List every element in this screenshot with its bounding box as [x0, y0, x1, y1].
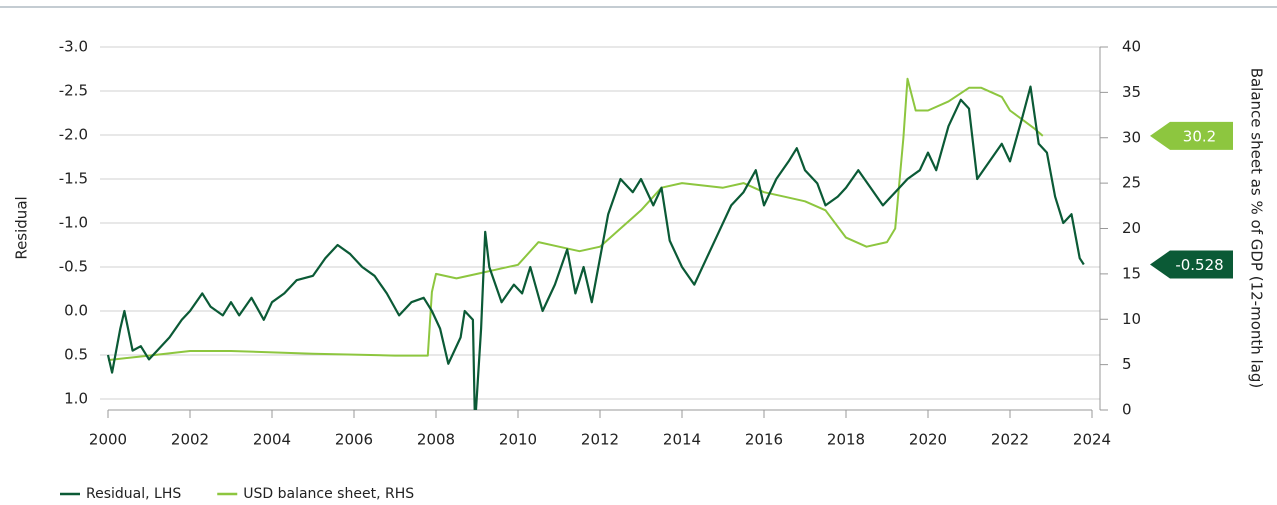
y-tick-label: -1.5 — [59, 170, 88, 188]
x-tick-label: 2002 — [171, 431, 209, 449]
y2-tick-label: 35 — [1122, 83, 1141, 101]
callout-label: -0.528 — [1175, 256, 1223, 274]
x-tick-label: 2014 — [663, 431, 701, 449]
y2-tick-label: 10 — [1122, 310, 1141, 328]
plot-area — [106, 77, 1085, 410]
y-tick-label: -2.0 — [59, 126, 88, 144]
y-tick-label: -3.0 — [59, 38, 88, 56]
x-tick-label: 2012 — [581, 431, 619, 449]
x-tick-label: 2018 — [827, 431, 865, 449]
legend-label: Residual, LHS — [86, 486, 181, 502]
callout-box — [1150, 250, 1233, 279]
y-tick-label: -1.0 — [59, 214, 88, 232]
y2-tick-label: 15 — [1122, 264, 1141, 282]
y-tick-label: 1.0 — [64, 390, 88, 408]
x-tick-label: 2022 — [991, 431, 1029, 449]
x-tick-label: 2008 — [417, 431, 455, 449]
callout-box — [1150, 121, 1233, 150]
y2-tick-label: 30 — [1122, 128, 1141, 146]
y2-tick-label: 0 — [1122, 401, 1132, 419]
x-tick-label: 2024 — [1073, 431, 1111, 449]
series-line — [106, 85, 1085, 410]
y-tick-label: 0.5 — [64, 346, 88, 364]
y-tick-label: -0.5 — [59, 258, 88, 276]
x-tick-label: 2016 — [745, 431, 783, 449]
x-tick-label: 2010 — [499, 431, 537, 449]
callout-label: 30.2 — [1183, 127, 1216, 145]
x-tick-label: 2006 — [335, 431, 373, 449]
x-tick-label: 2004 — [253, 431, 291, 449]
y-axis-label: Residual — [13, 196, 31, 259]
y2-axis-label: Balance sheet as % of GDP (12-month lag) — [1248, 68, 1266, 389]
y2-tick-label: 20 — [1122, 219, 1141, 237]
y-tick-label: 0.0 — [64, 302, 88, 320]
y2-tick-label: 25 — [1122, 174, 1141, 192]
y-tick-label: -2.5 — [59, 82, 88, 100]
y2-tick-label: 40 — [1122, 38, 1141, 56]
x-tick-label: 2000 — [89, 431, 127, 449]
legend-label: USD balance sheet, RHS — [243, 486, 414, 502]
y2-tick-label: 5 — [1122, 355, 1132, 373]
x-tick-label: 2020 — [909, 431, 947, 449]
series-line — [107, 77, 1044, 362]
